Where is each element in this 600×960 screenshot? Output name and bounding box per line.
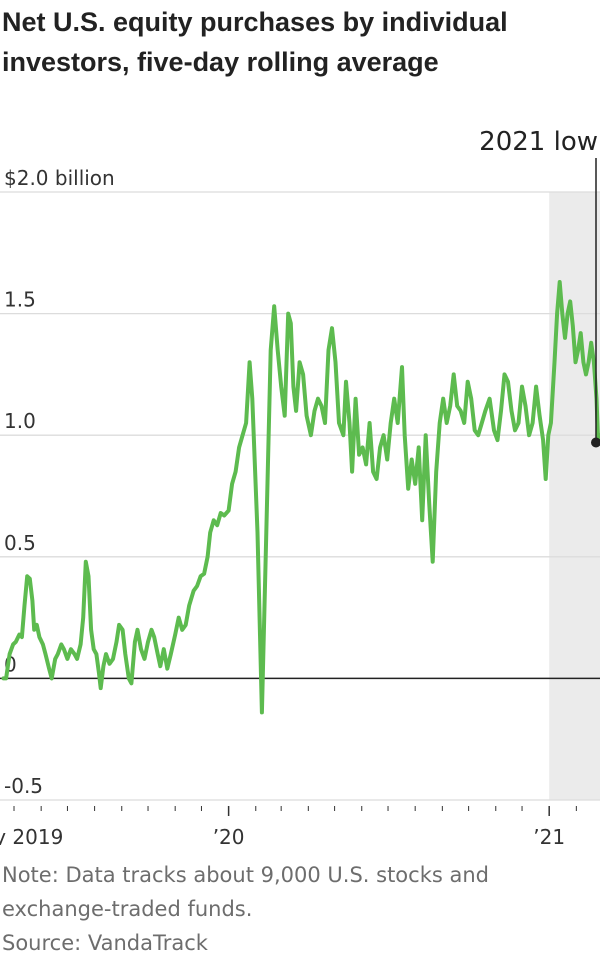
y-tick-label: 1.5: [4, 288, 36, 312]
x-tick-label: May 2019: [0, 825, 63, 845]
annotation-2021-low: 2021 low: [479, 127, 600, 448]
series-line: [1, 280, 600, 715]
shaded-2021-region: [549, 192, 600, 800]
annotation-dot: [591, 437, 600, 448]
x-axis-ticks: May 2019 ’20 ’21: [0, 806, 577, 845]
note-text: Note: Data tracks about 9,000 U.S. stock…: [2, 863, 489, 921]
y-gridlines: [0, 191, 600, 801]
y-tick-label: 1.0: [4, 409, 36, 433]
footnotes: Note: Data tracks about 9,000 U.S. stock…: [2, 858, 598, 960]
source-text: Source: VandaTrack: [2, 931, 208, 955]
x-tick-label: ’21: [533, 825, 565, 845]
y-tick-label: 0.5: [4, 531, 36, 555]
y-tick-label: $2.0 billion: [4, 166, 115, 190]
x-tick-label: ’20: [213, 825, 245, 845]
chart-title: Net U.S. equity purchases by individual …: [2, 7, 508, 77]
annotation-label: 2021 low: [479, 127, 598, 157]
y-tick-label: -0.5: [4, 774, 43, 798]
